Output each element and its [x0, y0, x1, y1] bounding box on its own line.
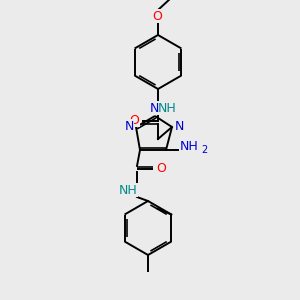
Text: O: O — [129, 113, 139, 127]
Text: N: N — [149, 101, 159, 115]
Text: N: N — [124, 119, 134, 133]
Text: O: O — [156, 163, 166, 176]
Text: NH: NH — [180, 140, 198, 154]
Text: O: O — [152, 10, 162, 22]
Text: NH: NH — [158, 101, 176, 115]
Text: 2: 2 — [201, 145, 207, 155]
Text: NH: NH — [118, 184, 137, 196]
Text: N: N — [174, 119, 184, 133]
